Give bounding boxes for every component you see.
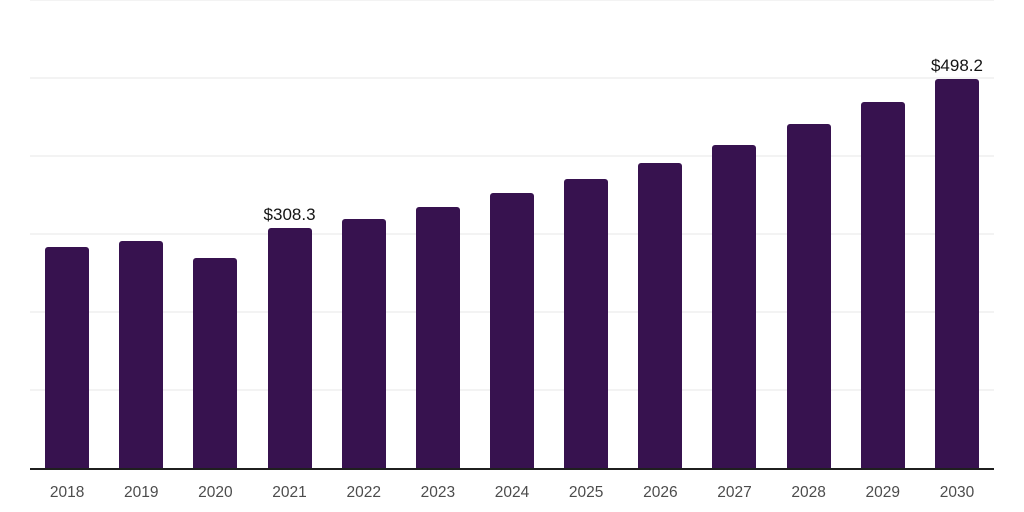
bar-2022: [341, 218, 386, 468]
band-2021: $308.3: [252, 206, 326, 468]
band-2019: [104, 240, 178, 468]
x-tick-2018: 2018: [49, 484, 85, 501]
x-tick-2020: 2020: [198, 484, 233, 501]
bar-2029: [860, 102, 905, 468]
bar-2023: [415, 206, 460, 468]
band-2022: [327, 218, 401, 468]
band-2030: $498.2: [920, 57, 994, 468]
bar-2019: [119, 240, 164, 468]
bar-2024: [490, 192, 535, 468]
bar-2030: [934, 79, 979, 468]
x-tick-2029: 2029: [865, 484, 901, 501]
x-tick-2023: 2023: [420, 484, 456, 501]
bar-2028: [786, 124, 831, 468]
x-axis-tick-labels: 2018 2019 2020 2021 2022 2023 2024 2025 2026 2027…: [30, 472, 994, 502]
bar-2018: [45, 246, 90, 468]
x-tick-2028: 2028: [791, 484, 826, 501]
bar-2027: [712, 145, 757, 468]
bars-layer: $308.3 $498.2: [30, 2, 994, 468]
x-tick-2030: 2030: [939, 484, 975, 501]
band-2027: [697, 145, 771, 468]
bar-2026: [638, 162, 683, 468]
bar-2021: [267, 227, 312, 468]
band-2025: [549, 178, 623, 468]
x-tick-2025: 2025: [568, 484, 604, 501]
gridline-600: [30, 0, 994, 1]
band-2024: [475, 192, 549, 468]
band-2029: [846, 102, 920, 468]
band-2023: [401, 206, 475, 468]
x-tick-2019: 2019: [123, 484, 159, 501]
x-tick-2022: 2022: [346, 484, 381, 501]
data-label-2030: $498.2: [930, 56, 983, 76]
band-2026: [623, 162, 697, 468]
x-tick-2024: 2024: [494, 484, 530, 501]
bar-2025: [564, 178, 609, 468]
plot-area: $308.3 $498.2: [30, 0, 994, 470]
gridline-500: [30, 77, 994, 79]
bar-2020: [193, 257, 238, 468]
gridline-400: [30, 155, 994, 157]
data-label-2021: $308.3: [263, 204, 316, 224]
band-2028: [772, 124, 846, 468]
x-tick-2026: 2026: [643, 484, 678, 501]
band-2020: [178, 257, 252, 468]
x-tick-2021: 2021: [272, 484, 307, 501]
band-2018: [30, 246, 104, 468]
x-tick-2027: 2027: [717, 484, 752, 501]
